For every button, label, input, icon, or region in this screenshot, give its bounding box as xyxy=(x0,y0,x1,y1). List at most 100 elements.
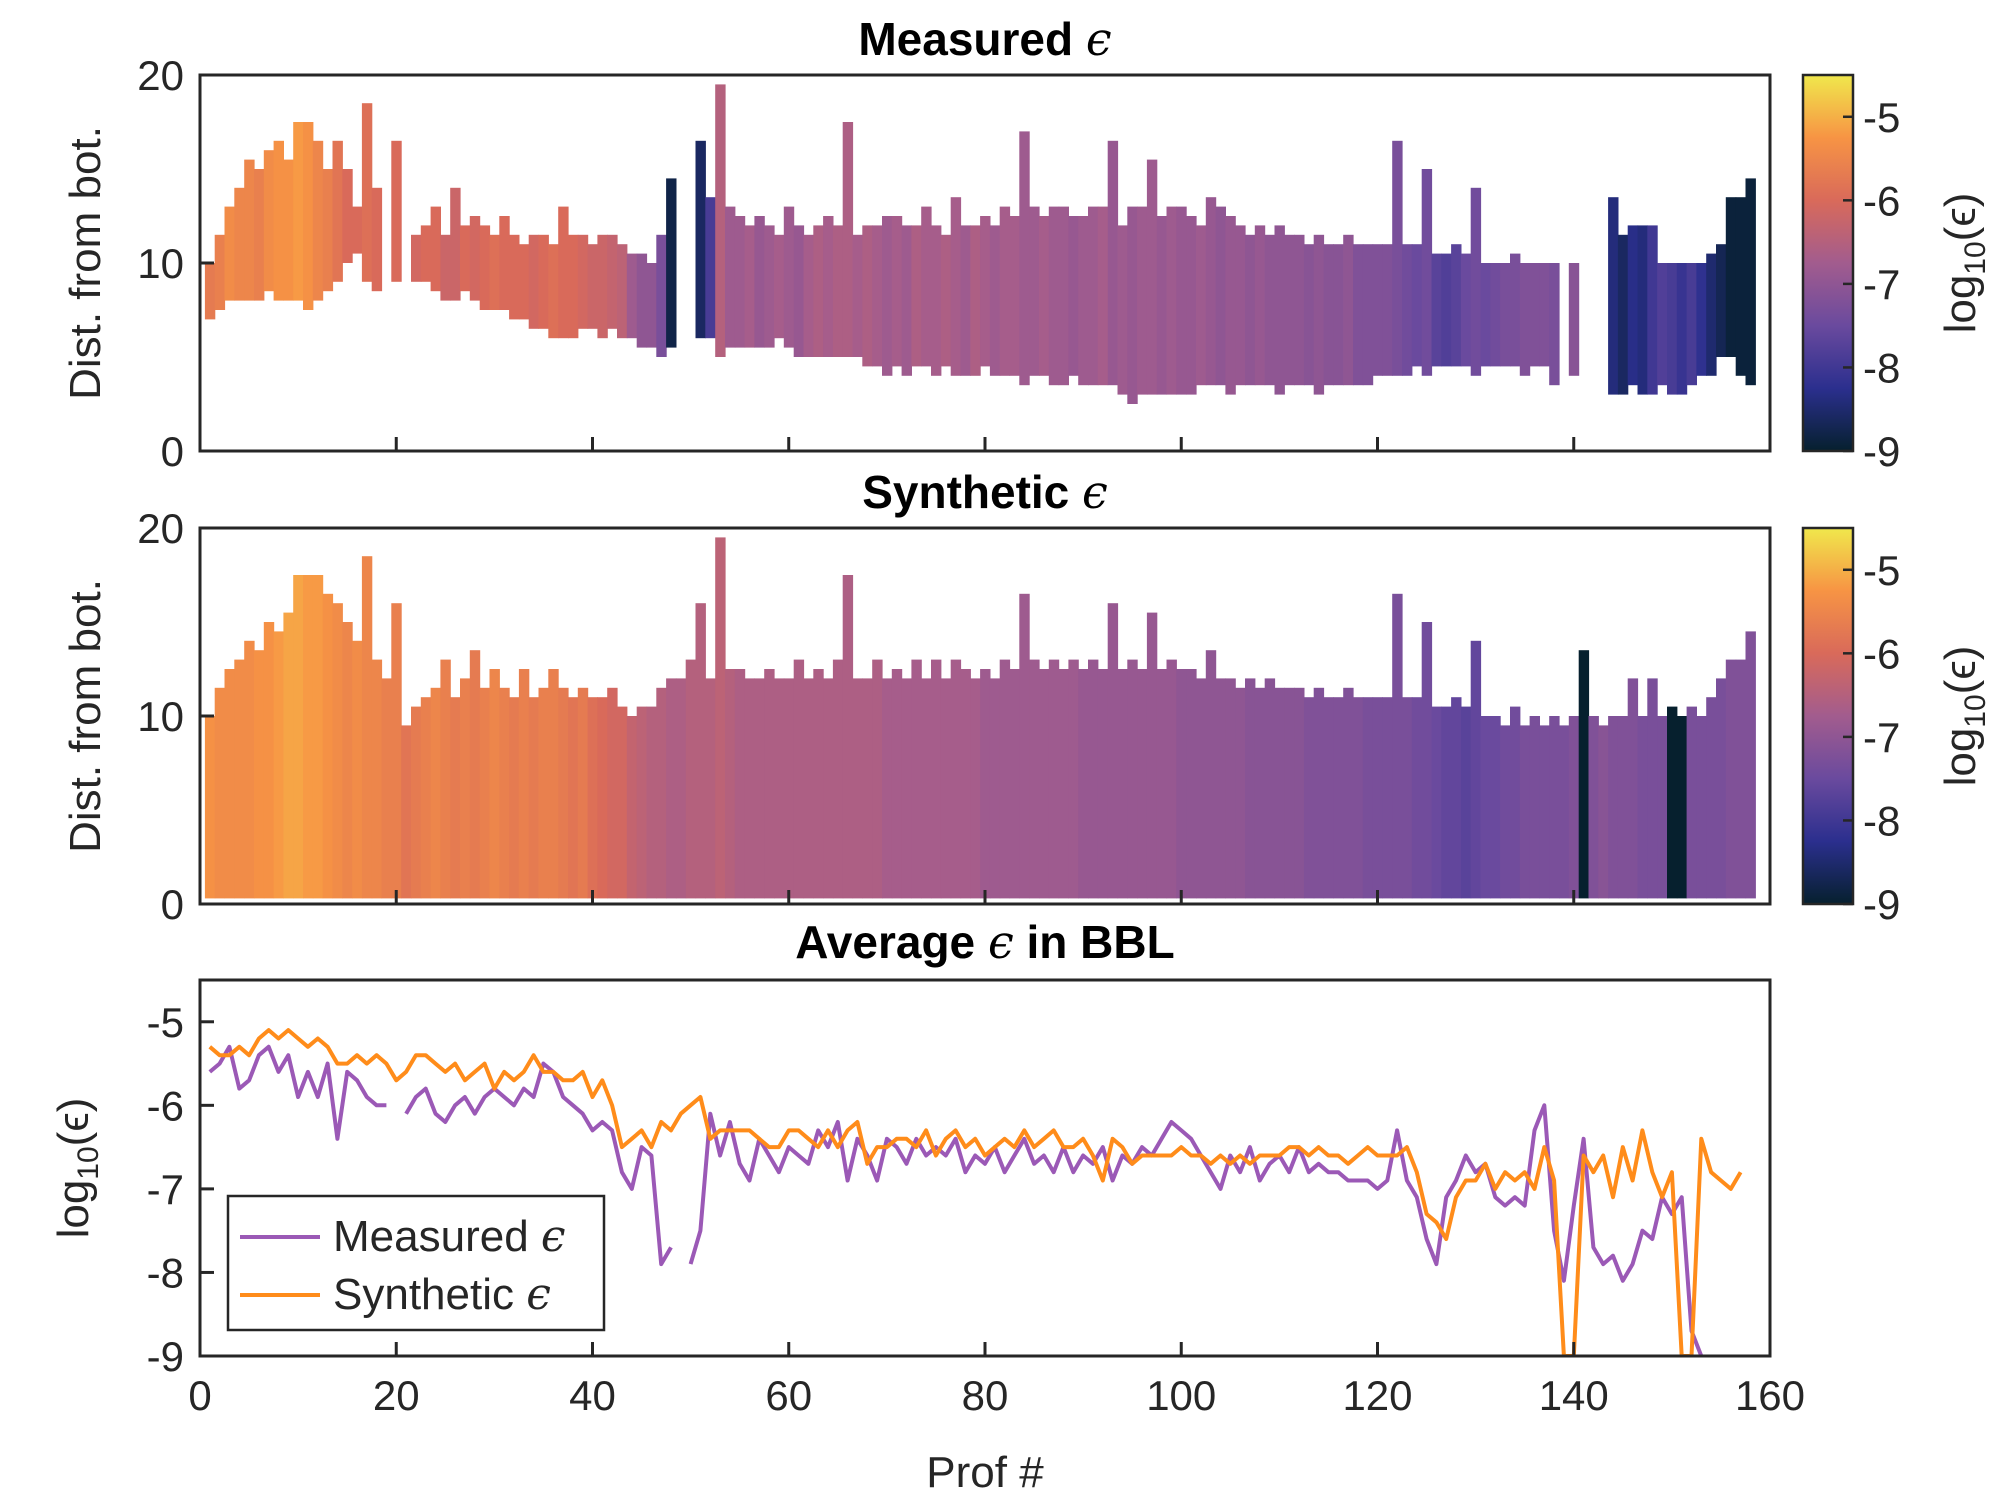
profile-bar xyxy=(1608,716,1619,899)
profile-bar xyxy=(391,140,402,282)
profile-bar xyxy=(695,140,706,339)
profile-bar xyxy=(793,659,805,899)
profile-bar xyxy=(509,697,520,899)
profile-bar xyxy=(999,659,1011,899)
profile-bar xyxy=(568,697,579,899)
profile-bar xyxy=(1696,716,1707,899)
profile-bar xyxy=(254,650,265,899)
profile-bar xyxy=(1294,234,1305,386)
profile-bar xyxy=(842,575,854,899)
profile-bar xyxy=(1127,206,1138,404)
profile-bar xyxy=(1303,244,1315,386)
profile-bar xyxy=(1068,216,1079,376)
profile-bar xyxy=(646,706,657,899)
profile-bar xyxy=(214,234,226,310)
profile-bar xyxy=(1176,206,1187,395)
colorbar-gradient xyxy=(1801,526,1855,906)
profile-bar xyxy=(1382,697,1393,899)
profile-bar xyxy=(1529,263,1540,367)
profile-bar xyxy=(617,706,628,899)
profile-bar xyxy=(862,678,873,899)
profile-bar xyxy=(813,225,824,357)
profile-bar xyxy=(1647,225,1658,395)
profile-bar xyxy=(1362,244,1374,386)
profile-bar xyxy=(352,640,363,899)
profile-bar xyxy=(960,669,971,899)
profile-bar xyxy=(882,678,893,899)
profile-bar xyxy=(921,678,932,899)
profile-bar xyxy=(312,575,324,899)
profile-bar xyxy=(1490,716,1501,899)
profile-bar xyxy=(1480,716,1491,899)
y-tick-label: -9 xyxy=(147,1333,184,1380)
profile-bar xyxy=(263,622,275,899)
profile-bar xyxy=(1667,706,1678,899)
profile-bar xyxy=(479,687,491,899)
profile-bar xyxy=(1196,678,1207,899)
x-tick-label: 160 xyxy=(1735,1372,1805,1419)
profile-bar xyxy=(1441,706,1452,899)
profile-bar xyxy=(234,187,245,301)
profile-bar xyxy=(352,206,363,254)
profile-bar xyxy=(312,140,324,301)
synthetic-heatmap-profiles xyxy=(204,537,1756,899)
profile-bar xyxy=(931,225,942,376)
profile-bar xyxy=(1657,716,1668,899)
profile-bar xyxy=(1097,206,1109,386)
profile-bar xyxy=(1146,612,1158,899)
profile-bar xyxy=(1529,716,1540,899)
profile-bar xyxy=(1039,216,1050,376)
y-tick-label: -8 xyxy=(147,1249,184,1296)
profile-bar xyxy=(823,678,834,899)
y-tick-label: 20 xyxy=(137,505,184,552)
profile-bar xyxy=(813,669,824,899)
profile-bar xyxy=(607,687,618,899)
profile-bar xyxy=(1156,669,1168,899)
profile-bar xyxy=(1215,678,1226,899)
profile-bar xyxy=(793,225,805,357)
profile-bar xyxy=(1137,669,1148,899)
y-tick-label: -7 xyxy=(147,1166,184,1213)
profile-bar xyxy=(1480,263,1491,367)
profile-bar xyxy=(1716,244,1727,357)
profile-bar xyxy=(450,187,461,301)
profile-bar xyxy=(1205,197,1217,386)
profile-bar xyxy=(636,706,648,899)
x-tick-label: 140 xyxy=(1539,1372,1609,1419)
panel3-title: Average ϵ in BBL xyxy=(795,915,1174,969)
profile-bar xyxy=(1460,253,1472,367)
profile-bar xyxy=(1451,697,1462,899)
y-tick-label: -6 xyxy=(147,1082,184,1129)
profile-bar xyxy=(430,687,441,899)
profile-bar xyxy=(214,687,226,899)
y-tick-label: 10 xyxy=(137,240,184,287)
profile-bar xyxy=(548,244,559,339)
panel2-title: Synthetic ϵ xyxy=(862,465,1108,519)
profile-bar xyxy=(1264,678,1276,899)
profile-bar xyxy=(1706,697,1717,899)
profile-bar xyxy=(1088,206,1099,386)
profile-bar xyxy=(646,263,657,348)
profile-bar xyxy=(204,263,216,320)
profile-bar xyxy=(1009,669,1020,899)
profile-bar xyxy=(1568,716,1580,899)
profile-bar xyxy=(587,244,598,329)
profile-bar xyxy=(303,575,314,899)
profile-bar xyxy=(1166,206,1177,395)
profile-bar xyxy=(204,716,216,899)
profile-bar xyxy=(1323,697,1334,899)
profile-bar xyxy=(950,659,962,899)
profile-bar xyxy=(695,603,706,899)
panel1-title: Measured ϵ xyxy=(858,12,1111,66)
x-tick-label: 20 xyxy=(373,1372,420,1419)
profile-bar xyxy=(1745,631,1756,899)
profile-bar xyxy=(518,669,530,899)
profile-bar xyxy=(224,669,235,899)
profile-bar xyxy=(783,206,795,348)
profile-bar xyxy=(803,678,814,899)
profile-bar xyxy=(1107,140,1119,386)
profile-bar xyxy=(1058,669,1069,899)
profile-bar xyxy=(882,216,893,376)
profile-bar xyxy=(666,178,677,348)
